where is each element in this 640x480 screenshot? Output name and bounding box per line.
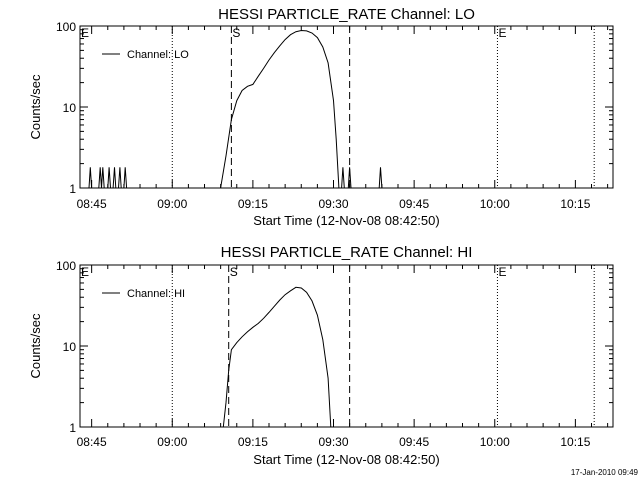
x-tick-label: 09:30: [318, 197, 348, 211]
x-axis-label: Start Time (12-Nov-08 08:42:50): [253, 452, 439, 467]
marker-label: S: [232, 26, 240, 40]
x-tick-label: 09:15: [238, 197, 268, 211]
x-tick-label: 08:45: [77, 197, 107, 211]
marker-label: E: [498, 26, 506, 40]
x-tick-label: 10:00: [480, 435, 510, 449]
marker-label: S: [230, 265, 238, 279]
y-tick-label: 100: [56, 259, 76, 273]
chart-title: HESSI PARTICLE_RATE Channel: HI: [221, 244, 473, 261]
marker-label: E: [498, 265, 506, 279]
y-tick-label: 100: [56, 20, 76, 34]
y-tick-label: 10: [63, 340, 77, 354]
x-tick-label: 09:00: [157, 435, 187, 449]
x-tick-label: 10:15: [560, 197, 590, 211]
chart-title: HESSI PARTICLE_RATE Channel: LO: [218, 6, 475, 23]
series-line: [80, 286, 613, 428]
date-stamp: 17-Jan-2010 09:49: [571, 468, 639, 477]
y-tick-label: 1: [69, 421, 76, 435]
x-tick-label: 09:00: [157, 197, 187, 211]
x-tick-label: 10:15: [560, 435, 590, 449]
marker-label: E: [81, 265, 89, 279]
x-tick-label: 08:45: [77, 435, 107, 449]
y-tick-label: 1: [69, 182, 76, 196]
x-tick-label: 10:00: [480, 197, 510, 211]
legend-label: Channel: HI: [127, 288, 185, 300]
x-tick-label: 09:15: [238, 435, 268, 449]
x-axis-label: Start Time (12-Nov-08 08:42:50): [253, 213, 439, 228]
series-line: [80, 29, 613, 189]
marker-label: E: [81, 26, 89, 40]
x-tick-label: 09:45: [399, 435, 429, 449]
panel-hi: HESSI PARTICLE_RATE Channel: HI 08:45 09:0…: [28, 244, 614, 467]
panel-lo: HESSI PARTICLE_RATE Channel: LO 08:45 09:0…: [28, 6, 614, 228]
x-tick-label: 09:30: [318, 435, 348, 449]
legend-label: Channel: LO: [127, 49, 189, 61]
y-axis-label: Counts/sec: [28, 74, 43, 140]
y-tick-label: 10: [63, 101, 77, 115]
y-axis-label: Counts/sec: [28, 313, 43, 379]
x-tick-label: 09:45: [399, 197, 429, 211]
